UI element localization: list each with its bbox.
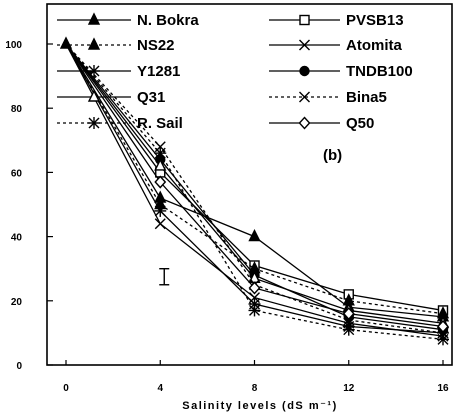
legend-label: TNDB100 [346,63,413,80]
legend-marker [87,89,101,102]
y-tick-label: 80 [11,104,23,115]
y-tick-label: 0 [16,361,22,372]
data-point [154,218,166,230]
legend-label: PVSB13 [346,12,404,29]
y-tick-label: 60 [11,168,23,179]
series-q50 [65,43,449,334]
legend-marker [299,91,310,103]
y-tick-label: 40 [11,233,23,244]
series-bina5 [65,43,449,339]
plot-frame [46,3,453,366]
x-tick-label: 4 [157,383,163,394]
legend-label: R. Sail [137,115,183,132]
legend-label: Atomita [346,37,402,54]
x-tick-label: 0 [63,383,69,394]
legend-label: Q31 [137,89,165,106]
x-axis-label: Salinity levels (dS m⁻¹) [182,400,338,412]
legend-marker [88,117,100,129]
series-line [65,43,444,340]
legend-label: Q50 [346,115,374,132]
series-layer [59,36,450,346]
legend-entry: Q50 [269,115,374,132]
legend-entry: Y1281 [57,63,180,80]
legend-entry: NS22 [57,37,175,54]
data-point [154,175,167,189]
legend-entry: N. Bokra [57,12,199,29]
legend-marker [299,14,310,26]
legend-entry: Atomita [269,37,402,54]
data-point [154,147,167,160]
data-point [342,307,355,321]
legend-marker [87,12,101,25]
data-point [437,333,449,346]
x-tick-label: 16 [437,383,449,394]
y-tick-label: 100 [5,40,22,51]
legend-marker [299,39,310,51]
legend-label: N. Bokra [137,12,199,29]
legend-marker [299,65,310,77]
data-point [248,229,261,242]
x-tick-label: 12 [343,383,355,394]
legend-entry: Bina5 [269,89,387,106]
data-point [248,281,261,295]
axis-layer: 0 4 8 12 16 0 20 40 60 80 100 [5,40,449,394]
series-r-sail [65,43,449,346]
legend-entry: R. Sail [57,115,183,132]
panel-label: (b) [323,147,342,164]
legend-marker [298,116,311,130]
y-tick-label: 20 [11,297,23,308]
legend-entry: TNDB100 [269,63,413,80]
legend-entry: Q31 [57,89,165,106]
data-point [154,158,167,171]
data-point [248,304,261,317]
legend: N. Bokra PVSB13 NS22 Atomita Y1281 TNDB100 Q31… [57,12,413,132]
legend-label: Bina5 [346,89,387,106]
x-tick-label: 8 [252,383,258,394]
data-point [342,323,355,336]
data-point [437,319,449,334]
data-point [59,36,73,49]
legend-marker [88,65,100,77]
data-point [154,204,167,217]
legend-label: Y1281 [137,63,180,80]
legend-label: NS22 [137,37,175,54]
legend-entry: PVSB13 [269,12,404,29]
legend-marker [87,37,101,50]
series-atomita [65,43,449,342]
error-bar [159,268,170,286]
